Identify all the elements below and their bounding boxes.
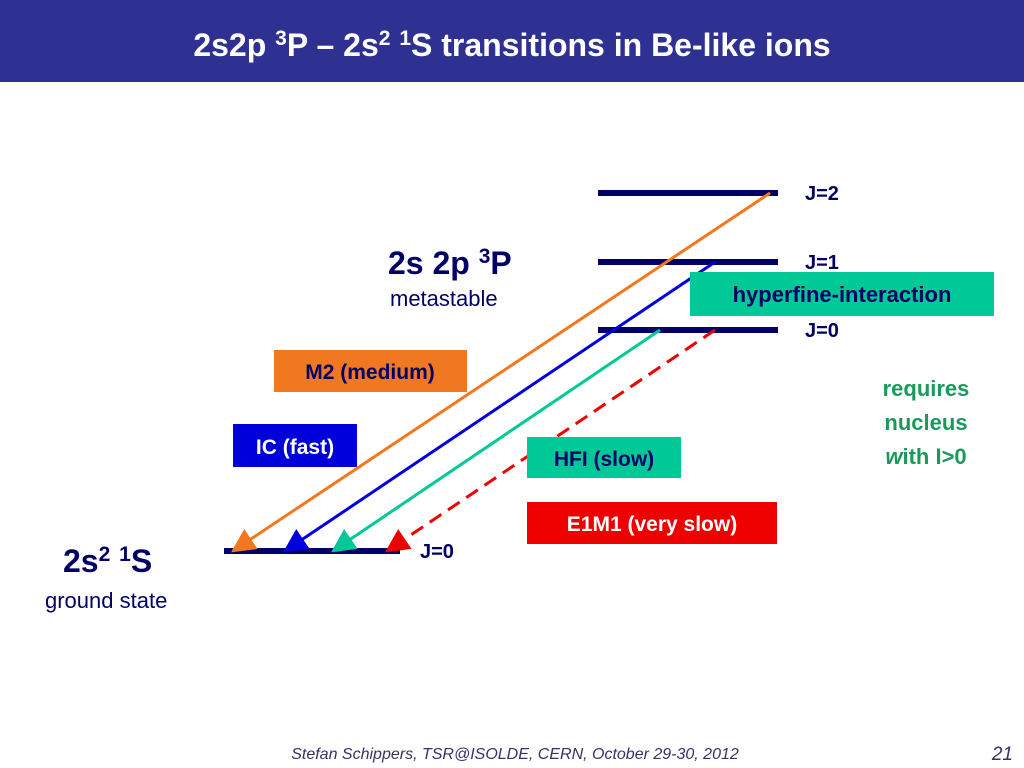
title-sup: 1	[399, 27, 411, 50]
label-box	[690, 272, 994, 316]
note-line: requires	[883, 376, 970, 401]
title-part: 2s2p	[193, 27, 275, 63]
note-line: with I>0	[885, 444, 966, 469]
hyperfine-note: requires nucleus with I>0	[883, 376, 970, 469]
label-box	[527, 437, 681, 478]
page-number: 21	[991, 744, 1013, 765]
state-note: metastable	[390, 286, 498, 311]
level-label: J=0	[805, 320, 839, 342]
transition-label: HFI (slow)	[554, 448, 654, 471]
title-part: S transitions in Be-like ions	[411, 27, 831, 63]
state-sup: 3	[479, 245, 491, 268]
state-part: 2s 2p	[388, 245, 479, 281]
note-line: nucleus	[884, 410, 967, 435]
title-part	[390, 27, 399, 63]
note-part: w	[885, 444, 904, 469]
state-label: 2s 2p 3P	[388, 245, 512, 281]
note-part: ith I>0	[902, 444, 966, 469]
state-part: P	[490, 245, 511, 281]
footer-text: Stefan Schippers, TSR@ISOLDE, CERN, Octo…	[291, 746, 739, 763]
title-sup: 2	[379, 27, 391, 50]
title-part: P – 2s	[287, 27, 379, 63]
hyperfine-label: hyperfine-interaction	[733, 282, 952, 307]
title-sup: 3	[275, 27, 287, 50]
label-box	[274, 350, 467, 392]
state-label: 2s2 1S	[63, 532, 152, 579]
arrow-hfi	[331, 328, 661, 553]
level-label: J=0	[420, 541, 454, 563]
state-sup: 1	[119, 543, 131, 566]
transition-label: E1M1 (very slow)	[567, 513, 737, 536]
transition-label: IC (fast)	[256, 436, 334, 459]
state-note: ground state	[45, 588, 167, 613]
state-part: S	[131, 543, 152, 579]
title: 2s2p 3P – 2s2 1S transitions in Be-like …	[193, 27, 830, 63]
label-box	[527, 502, 777, 544]
state-part	[110, 532, 119, 568]
label-box	[233, 424, 357, 467]
state-sup: 2	[99, 543, 111, 566]
transition-label: M2 (medium)	[305, 361, 435, 384]
arrow-m2	[231, 191, 771, 553]
level-label: J=2	[805, 183, 839, 205]
arrow-ic	[283, 260, 716, 553]
state-part: 2s	[63, 543, 99, 579]
title-bar	[0, 0, 1024, 82]
level-label: J=1	[805, 252, 839, 274]
